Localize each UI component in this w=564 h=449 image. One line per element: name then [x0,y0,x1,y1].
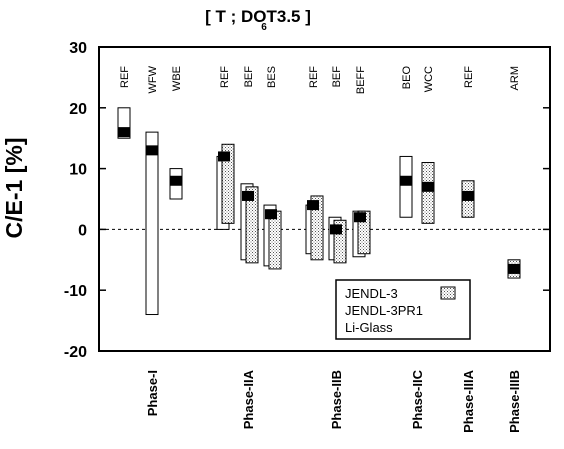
top-label: WFW [147,65,159,93]
li-glass-bar [399,155,413,218]
legend-label-jendl3pr1: JENDL-3PR1 [345,303,423,318]
top-labels: REF WFW WBE REF BEF BES REF BEF BEFF BEO WCC REF ARM [119,65,521,94]
top-label: BEF [331,66,343,88]
jendl3-bar [268,210,282,270]
y-axis-label: C/E-1 [%] [1,138,27,239]
jendl3pr1-marker [118,127,130,138]
bars-group [117,107,521,316]
y-tick-label: 0 [78,222,87,239]
jendl3pr1-marker [462,190,474,201]
chart-title-main: [ T ; DOT3.5 ] [205,7,311,26]
legend-label-jendl3: JENDL-3 [345,286,398,301]
phase-labels: Phase-I Phase-IIA Phase-IIB Phase-IIC Phase-… [145,369,522,432]
top-label: REF [119,66,131,88]
top-label: ARM [509,66,521,90]
jendl3pr1-marker [218,151,230,162]
top-label: BES [266,66,278,88]
jendl3pr1-marker [307,200,319,211]
jendl3-bar [221,143,235,224]
plot-frame [98,46,551,352]
legend-swatch-jendl3 [440,286,456,300]
top-label: REF [463,66,475,88]
jendl3-bar [310,195,324,261]
chart-title-subscript: 6 [261,22,267,33]
top-label: BEO [401,66,413,90]
legend-label-li-glass: Li-Glass [345,320,393,335]
jendl3pr1-marker [422,181,434,192]
phase-label: Phase-IIA [241,369,256,429]
jendl3pr1-marker [170,175,182,186]
y-tick-label: 20 [69,101,87,118]
top-label: BEF [243,66,255,88]
phase-label: Phase-IIB [329,370,344,429]
phase-label: Phase-IIIA [461,369,476,432]
legend: JENDL-3 JENDL-3PR1 Li-Glass [335,279,471,340]
jendl3pr1-marker [330,224,342,235]
jendl3pr1-marker [146,145,158,156]
jendl3pr1-marker [400,175,412,186]
jendl3-bar [245,186,259,264]
jendl3pr1-marker [242,190,254,201]
y-axis-ticks: -20 -10 0 10 20 30 [64,40,550,361]
y-tick-label: 10 [69,162,87,179]
top-label: REF [308,66,320,88]
top-label: REF [219,66,231,88]
phase-label: Phase-IIIB [507,370,522,433]
top-label: BEFF [355,66,367,94]
chart-title: [ T ; DOT3.5 ] 6 [205,7,311,33]
phase-label: Phase-IIC [410,369,425,429]
phase-label: Phase-I [145,370,160,416]
y-tick-label: -10 [64,283,87,300]
jendl3pr1-marker [354,212,366,223]
y-tick-label: -20 [64,344,87,361]
top-label: WCC [423,66,435,92]
jendl3pr1-marker [265,209,277,220]
top-label: WBE [171,66,183,91]
li-glass-bar [145,131,159,316]
y-tick-label: 30 [69,40,87,57]
jendl3pr1-marker [508,263,520,274]
jendl3-bar [421,162,435,224]
